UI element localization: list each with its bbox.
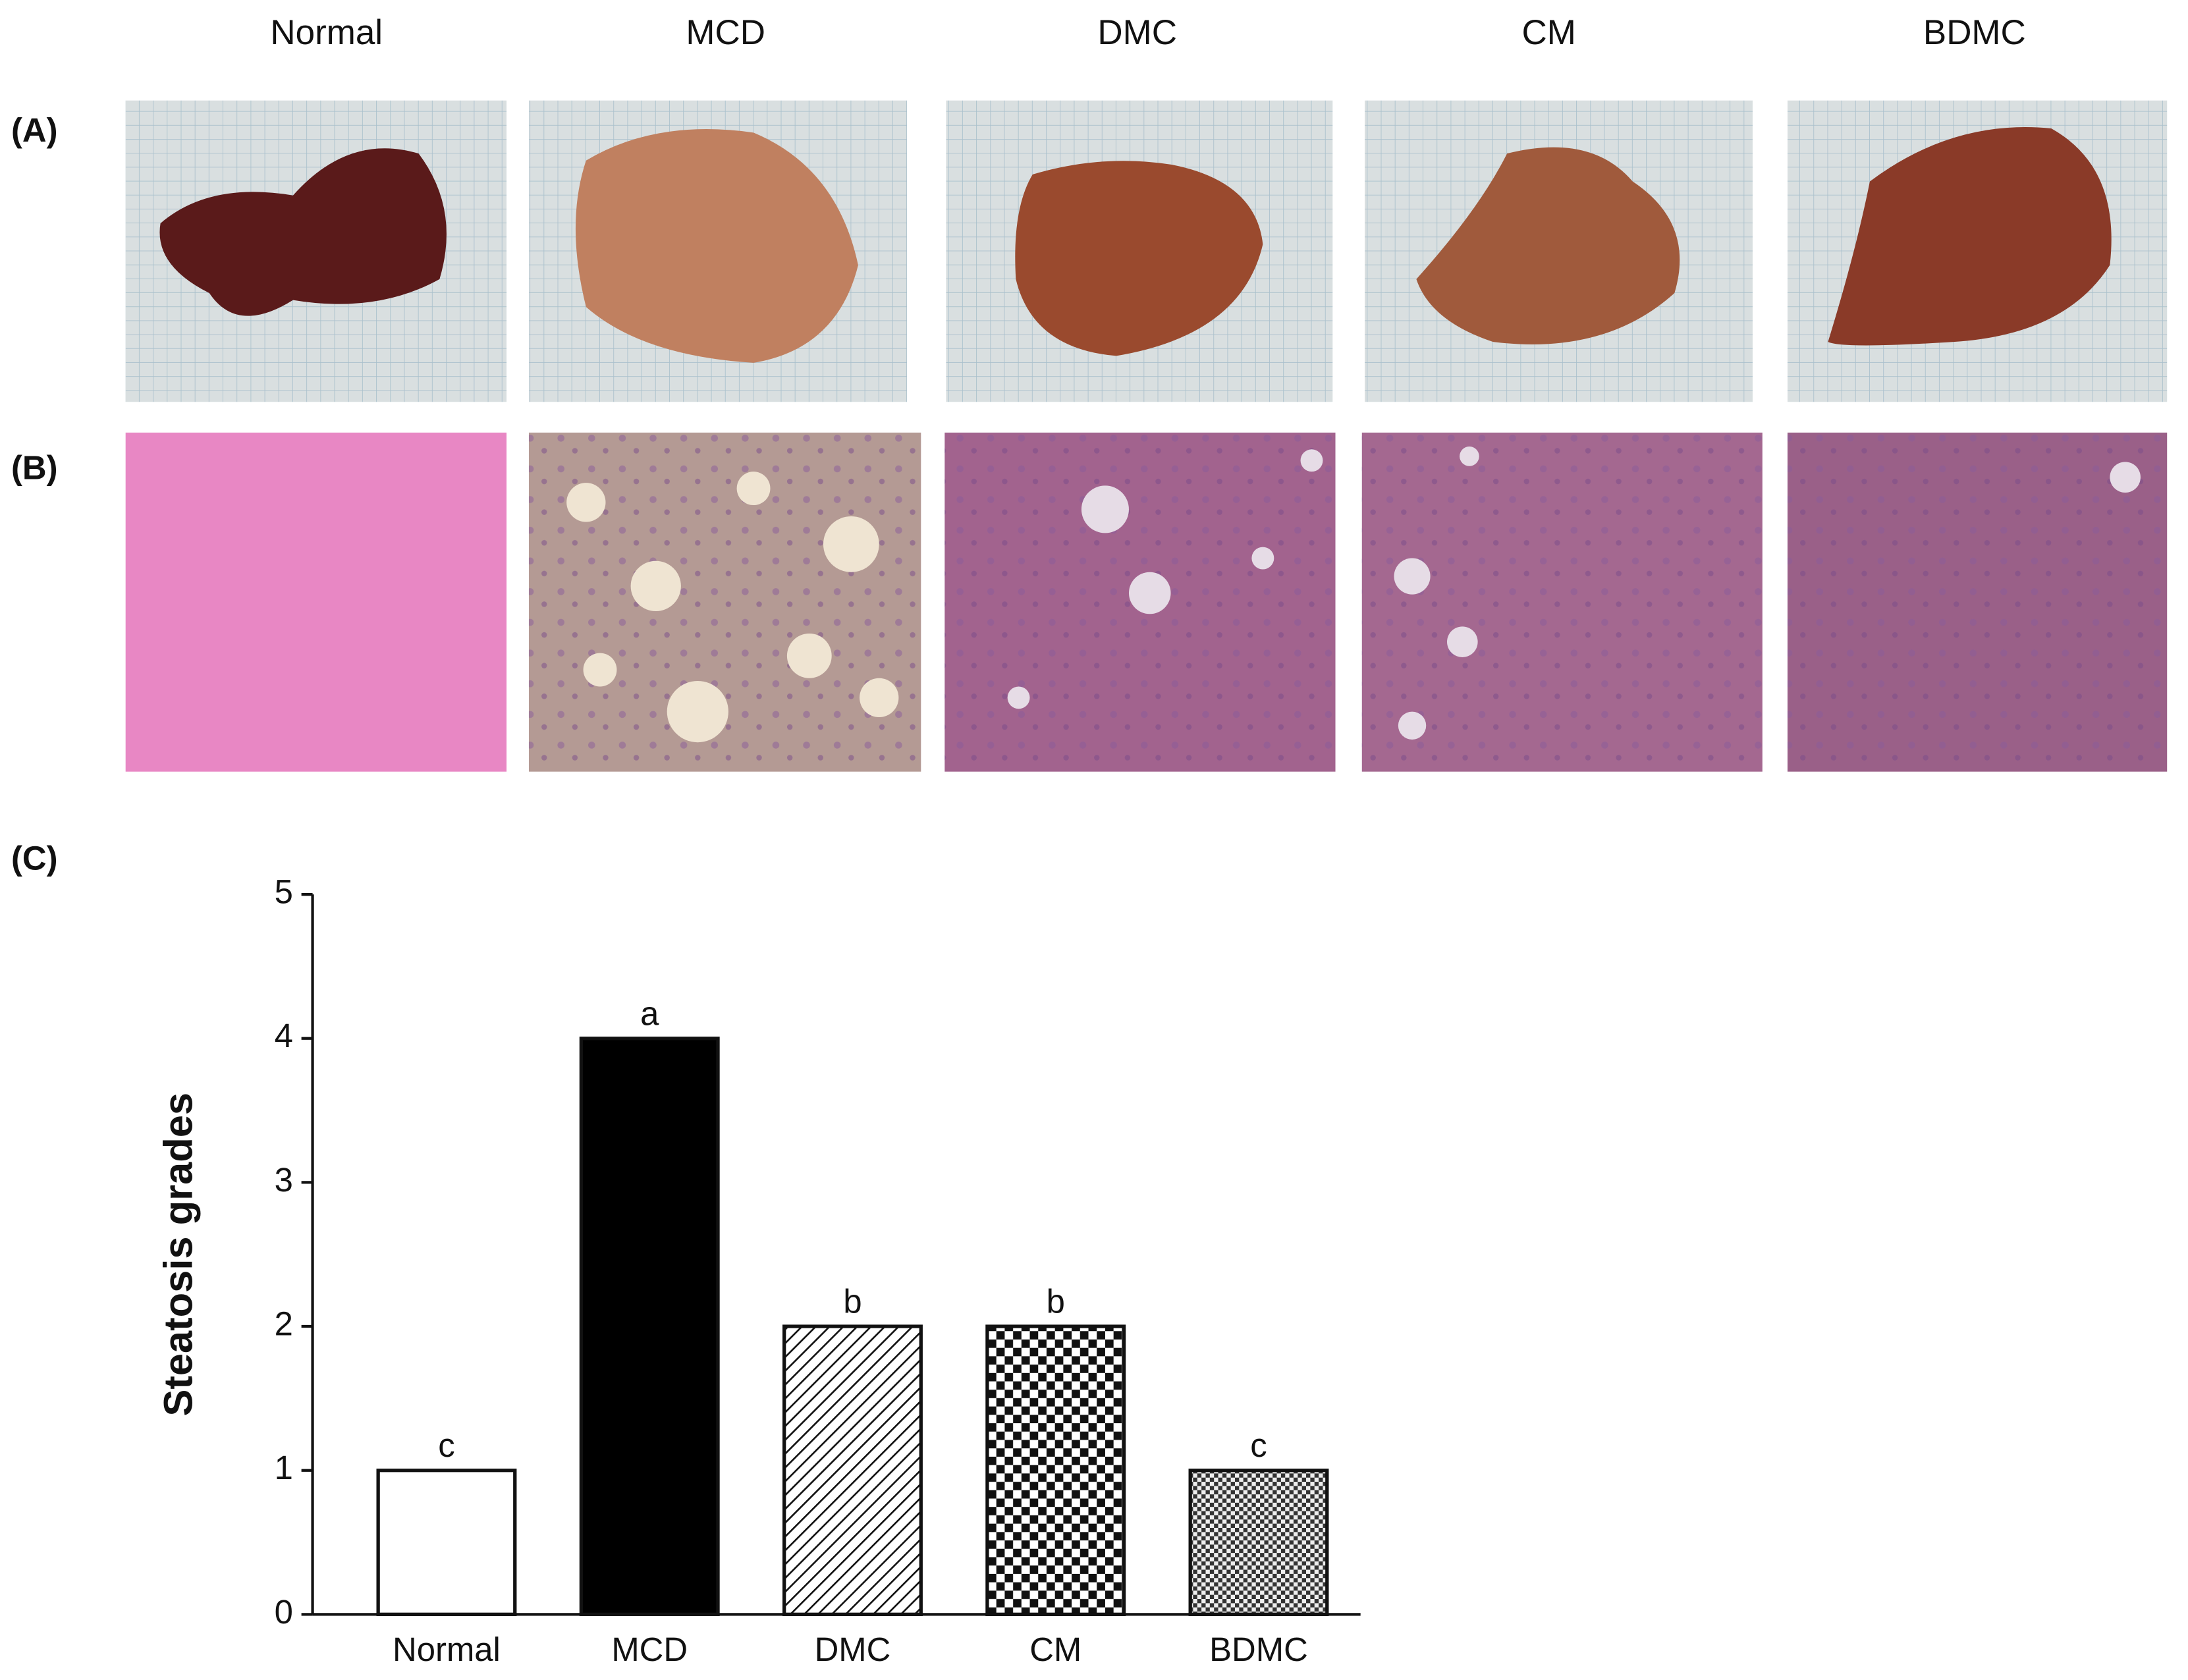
histology-photo (944, 432, 1336, 772)
liver-photo (528, 100, 908, 402)
panel-label: (B) (11, 449, 58, 487)
significance-letter: a (640, 994, 659, 1032)
significance-letter: b (843, 1283, 862, 1320)
column-label: Normal (270, 13, 383, 52)
significance-letter: b (1047, 1283, 1065, 1320)
liver-photo (1787, 100, 2168, 402)
bar-chart: 0 1 2 3 4 5 Steatosis grades c Normal a MCD b DMC b CM… (156, 873, 1361, 1668)
histology-photo (528, 432, 921, 772)
y-tick-label: 0 (275, 1593, 293, 1631)
bar (1188, 1469, 1329, 1616)
bar (782, 1324, 923, 1616)
x-tick-label: DMC (815, 1631, 891, 1668)
photo-panels (125, 100, 2168, 772)
y-axis-label: Steatosis grades (156, 1093, 202, 1417)
column-label: BDMC (1923, 13, 2026, 52)
bar (985, 1324, 1126, 1616)
bar (579, 1037, 720, 1616)
x-tick-label: CM (1029, 1631, 1081, 1668)
panel-label: (C) (11, 840, 58, 877)
x-tick-label: MCD (611, 1631, 688, 1668)
significance-letter: c (438, 1426, 454, 1464)
column-label: MCD (686, 13, 765, 52)
histology-photo (1361, 432, 1763, 772)
y-tick-label: 3 (275, 1161, 293, 1199)
bar (376, 1469, 517, 1616)
liver-photo (946, 100, 1333, 402)
column-label: CM (1521, 13, 1575, 52)
y-tick-label: 1 (275, 1449, 293, 1486)
significance-letter: c (1250, 1426, 1267, 1464)
liver-photo (1365, 100, 1753, 402)
column-label: DMC (1097, 13, 1177, 52)
liver-photo (125, 100, 507, 402)
panel-label: (A) (11, 111, 58, 149)
x-tick-label: Normal (393, 1631, 501, 1668)
histology-photo (125, 432, 507, 772)
x-tick-label: BDMC (1209, 1631, 1308, 1668)
y-tick-label: 4 (275, 1017, 293, 1054)
histology-photo (1787, 432, 2168, 772)
y-tick-label: 2 (275, 1305, 293, 1342)
y-tick-label: 5 (275, 873, 293, 911)
